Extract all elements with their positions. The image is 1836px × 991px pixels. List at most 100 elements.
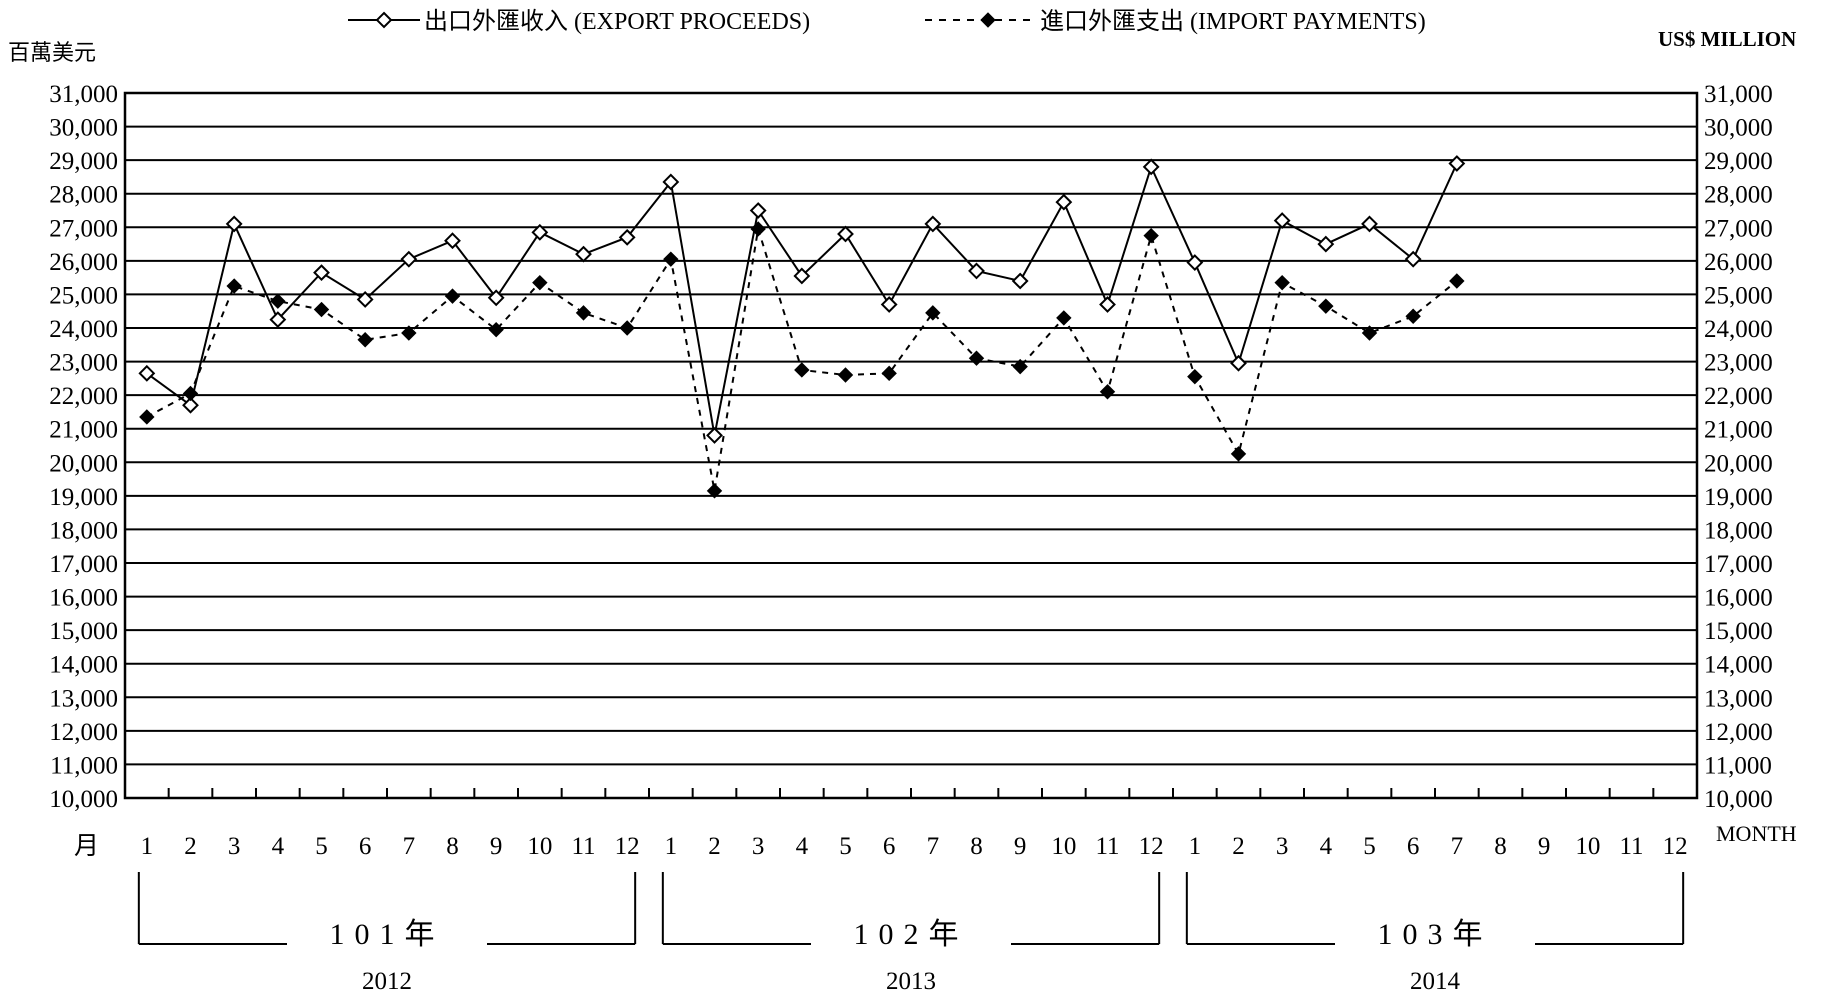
y-tick-label-right: 24,000 [1704,316,1773,343]
y-tick-label-left: 29,000 [49,148,118,175]
import-point [1449,273,1465,289]
x-tick-label: 11 [1095,833,1119,860]
y-tick-label-left: 20,000 [49,450,118,477]
y-tick-label-right: 23,000 [1704,350,1773,377]
import-point [1143,227,1159,244]
legend-export-marker [375,11,393,29]
x-label-left: 月 [74,833,99,860]
import-point [1318,298,1334,314]
x-tick-label: 3 [752,833,765,860]
y-tick-label-left: 26,000 [49,249,118,276]
export-point [1099,296,1116,313]
x-tick-label: 5 [1363,833,1376,860]
export-point [1404,250,1422,268]
export-point [924,215,942,233]
y-tick-label-right: 13,000 [1704,685,1773,712]
export-point [225,215,243,233]
import-point [1187,368,1203,385]
year-label-ad: 2013 [886,968,936,991]
export-point [487,289,505,307]
x-tick-label: 7 [927,833,940,860]
export-point [356,291,374,308]
x-tick-label: 11 [1619,833,1643,860]
export-point [1142,158,1160,176]
x-tick-label: 2 [708,833,721,860]
export-point [1011,272,1029,290]
series [138,155,1466,499]
export-point [1361,215,1378,233]
x-tick-label: 10 [1051,833,1076,860]
x-tick-label: 4 [272,833,285,860]
x-tick-label: 5 [315,833,328,860]
y-tick-labels: 10,000 10,000 11,000 11,000 12,000 12,000 13,0… [49,81,1773,813]
x-tick-label: 9 [490,833,503,860]
import-point [575,305,592,321]
y-tick-label-right: 20,000 [1704,450,1773,477]
export-point [1317,235,1335,253]
plot-frame [123,91,1699,800]
y-tick-label-left: 27,000 [49,215,118,242]
x-tick-label: 10 [1575,833,1600,860]
import-point [270,293,286,309]
export-point [880,296,898,313]
year-label-roc: 102年 [854,918,969,951]
y-tick-label-left: 30,000 [49,115,118,142]
export-point [531,223,549,241]
y-tick-label-right: 30,000 [1704,115,1773,142]
y-tick-label-left: 21,000 [49,417,118,444]
legend: 出口外匯收入 (EXPORT PROCEEDS) 進口外匯支出 (IMPORT … [348,8,1426,35]
year-label-roc: 101年 [330,918,445,951]
x-tick-label: 6 [883,833,896,860]
x-tick-label: 6 [1407,833,1420,860]
import-point [663,251,679,267]
import-point [1056,310,1072,326]
y-tick-label-left: 14,000 [49,652,118,679]
year-label-ad: 2012 [362,968,412,991]
x-tick-label: 4 [796,833,809,860]
import-point [357,332,373,348]
x-tick-label: 2 [184,833,197,860]
y-tick-label-right: 18,000 [1704,517,1773,544]
y-tick-label-right: 21,000 [1704,417,1773,444]
y-tick-label-right: 19,000 [1704,484,1773,511]
x-tick-label: 1 [665,833,678,860]
y-tick-label-right: 27,000 [1704,215,1773,242]
export-point [138,364,156,382]
y-tick-label-right: 22,000 [1704,383,1773,410]
export-point [313,264,330,282]
import-point [488,321,504,338]
x-tick-label: 12 [1139,833,1164,860]
export-point [575,245,592,263]
export-point [1186,254,1204,271]
export-point [182,396,199,414]
export-point [1230,354,1247,372]
y-tick-label-right: 29,000 [1704,148,1773,175]
x-tick-label: 6 [359,833,372,860]
export-point [1448,155,1466,172]
y-tick-label-left: 22,000 [49,383,118,410]
x-tick-label: 9 [1538,833,1551,860]
x-tick-label: 7 [403,833,416,860]
import-point [794,362,810,378]
y-tick-label-right: 31,000 [1704,81,1773,108]
y-tick-label-right: 12,000 [1704,719,1773,746]
x-tick-label: 3 [228,833,241,860]
y-tick-label-left: 10,000 [49,786,118,813]
y-tick-label-left: 19,000 [49,484,118,511]
x-tick-label: 4 [1320,833,1333,860]
import-point [313,301,330,318]
y-tick-label-right: 10,000 [1704,786,1773,813]
year-brackets: 101年 2012 102年 2013 103年 2014 [137,872,1685,991]
y-tick-label-right: 11,000 [1704,752,1772,779]
import-point [444,288,461,304]
x-tick-label: 8 [970,833,983,860]
x-tick-label: 2 [1232,833,1245,860]
legend-import-label: 進口外匯支出 (IMPORT PAYMENTS) [1040,8,1426,35]
import-point [532,274,548,291]
import-point [881,365,897,382]
import-point [750,221,766,237]
x-label-right: MONTH [1716,821,1797,846]
y-tick-label-right: 28,000 [1704,182,1773,209]
import-point [1230,446,1247,462]
x-tick-label: 9 [1014,833,1027,860]
